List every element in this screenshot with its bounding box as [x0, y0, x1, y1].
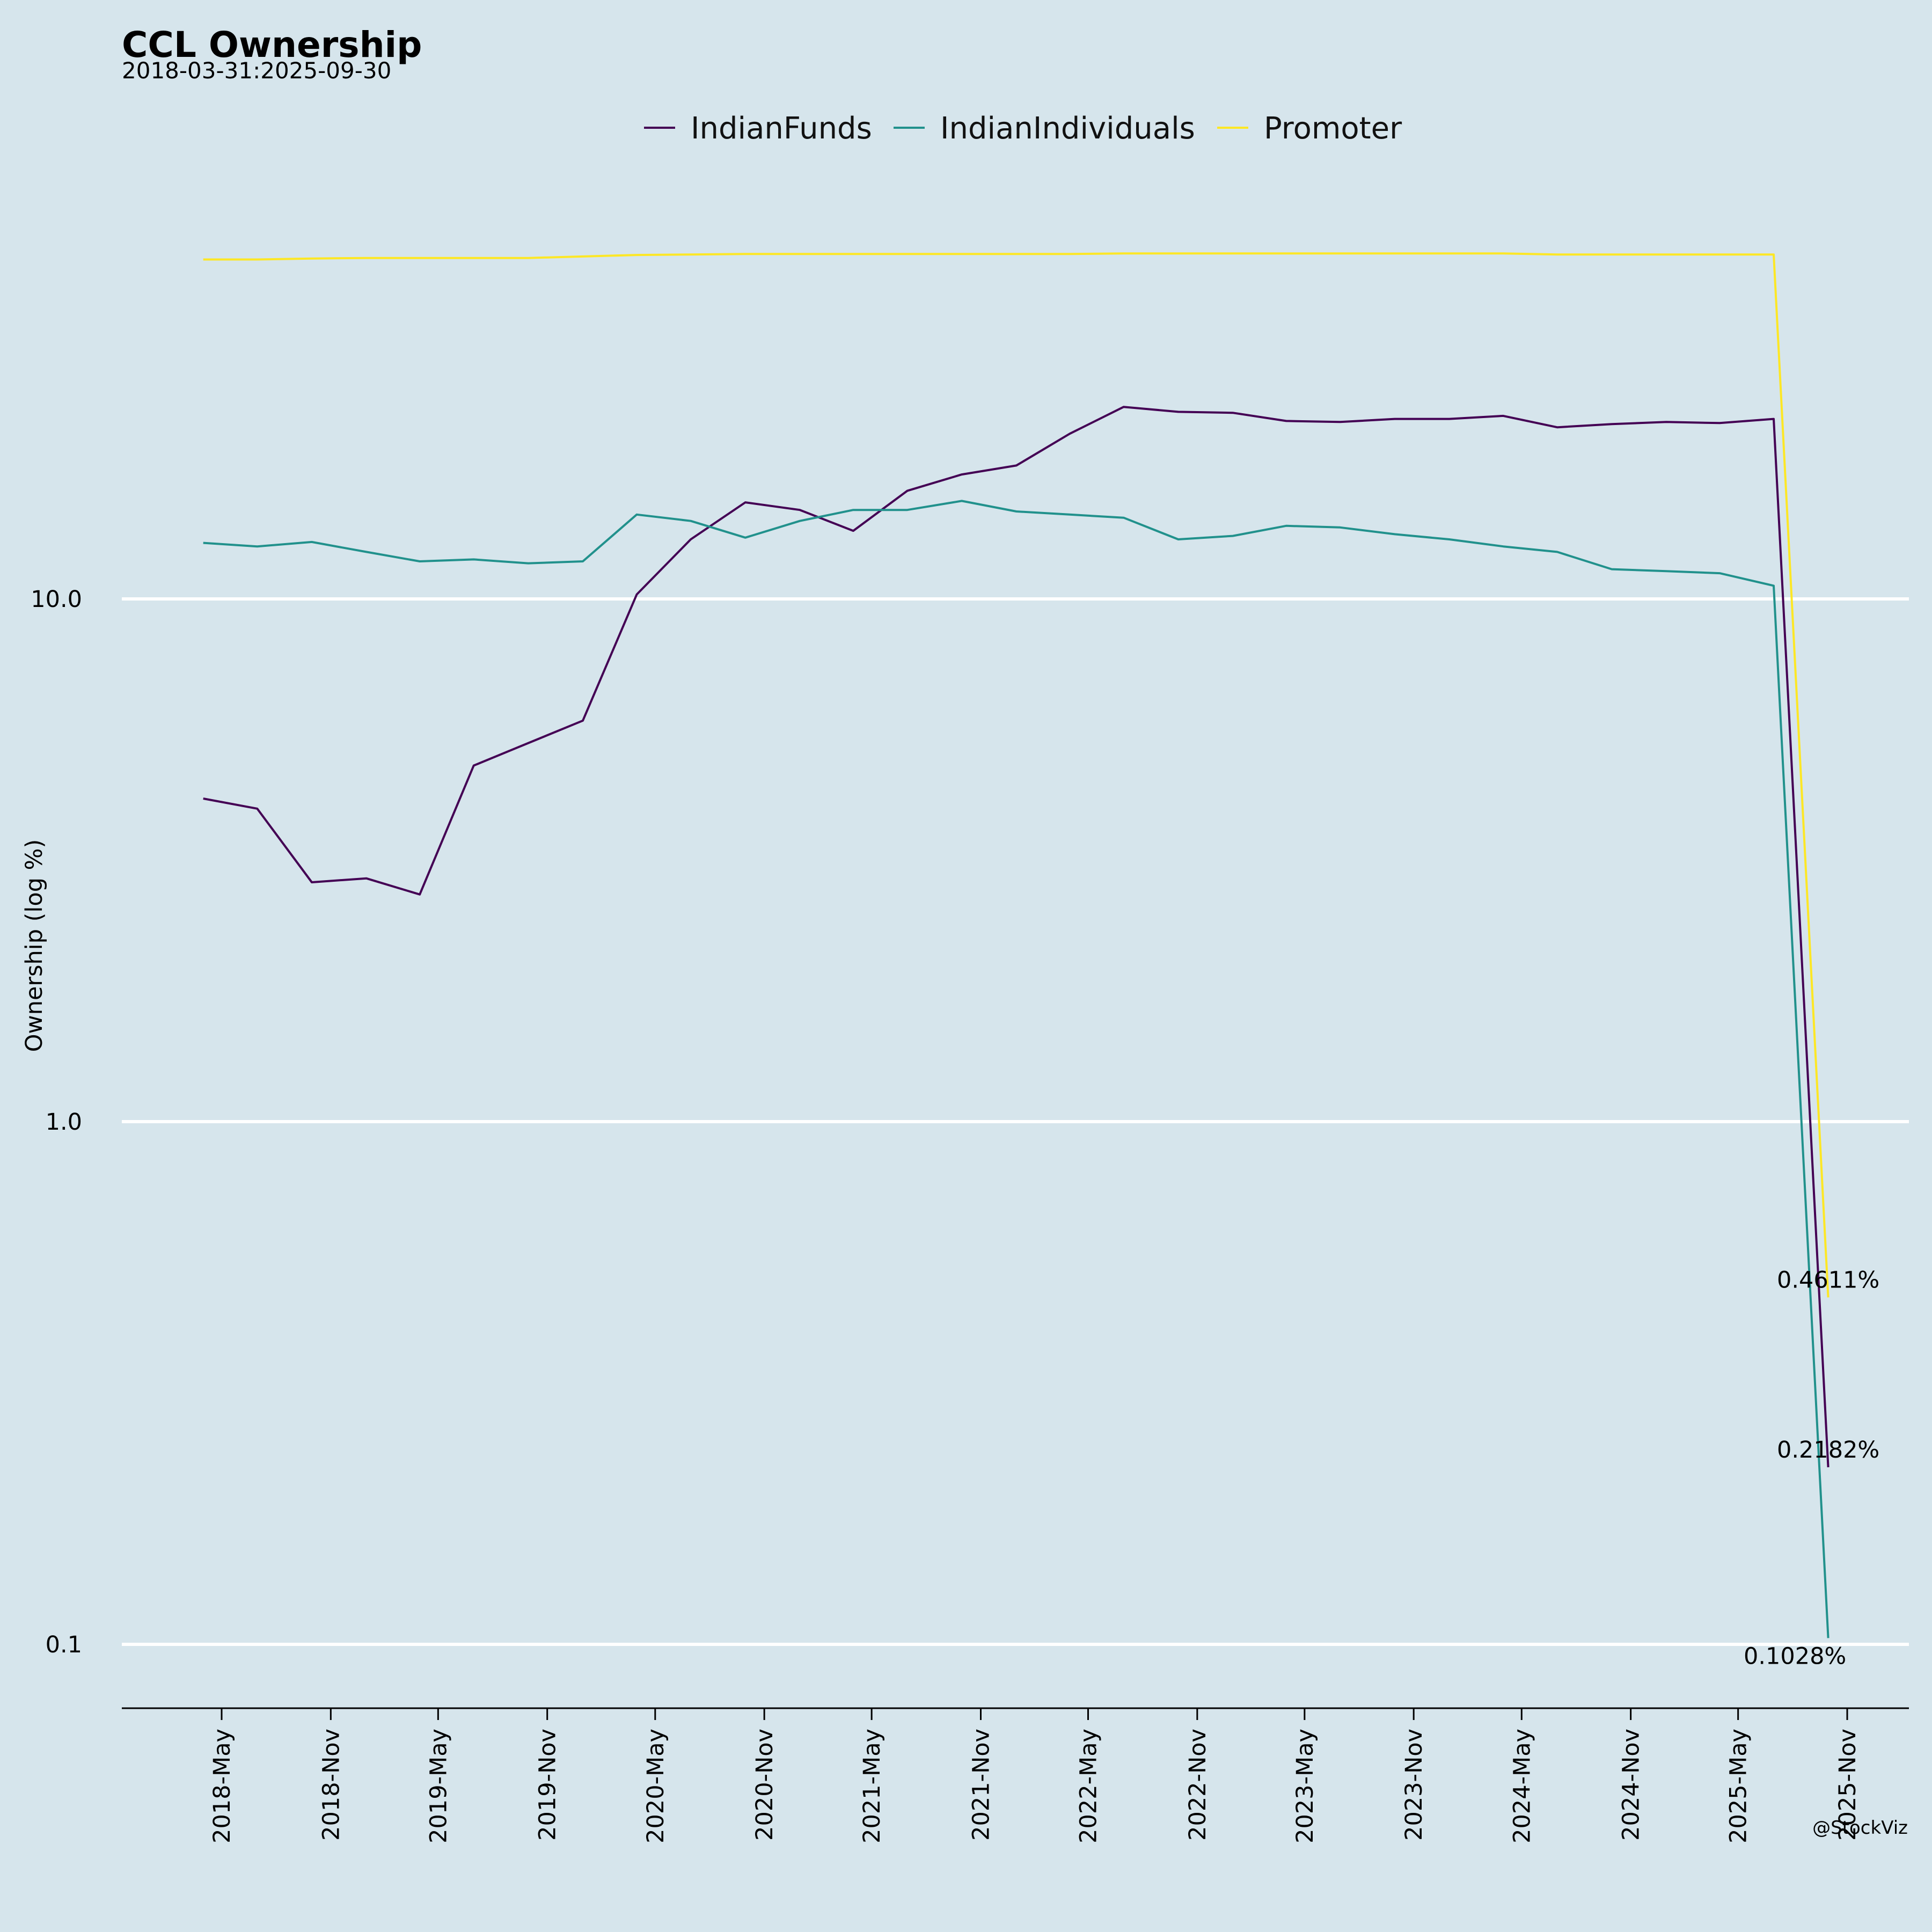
series-lines: [203, 252, 1829, 1638]
legend-label: IndianIndividuals: [940, 111, 1195, 146]
y-tick-label: 10.0: [31, 586, 82, 613]
legend-label: Promoter: [1264, 111, 1402, 146]
end-labels: 0.2182% 0.1028% 0.4611%: [1744, 1267, 1879, 1670]
y-axis-title: Ownership (log %): [21, 839, 48, 1052]
gridlines: [122, 597, 1909, 1646]
x-tick-label: 2022-Nov: [1184, 1729, 1211, 1841]
y-axis: 0.1 1.0 10.0: [31, 586, 82, 1658]
x-tick-label: 2025-Nov: [1834, 1729, 1861, 1841]
x-tick-label: 2020-May: [642, 1729, 669, 1843]
x-tick-label: 2021-May: [859, 1729, 885, 1843]
y-tick-label: 1.0: [46, 1109, 82, 1136]
legend-label: IndianFunds: [691, 111, 872, 146]
series-line-indianindividuals: [203, 500, 1829, 1638]
x-tick-label: 2024-May: [1509, 1729, 1535, 1843]
chart-title: CCL Ownership: [122, 24, 422, 65]
x-tick-label: 2018-Nov: [318, 1729, 345, 1841]
x-tick-label: 2021-Nov: [968, 1729, 994, 1841]
legend: IndianFunds IndianIndividuals Promoter: [644, 111, 1402, 146]
chart-subtitle: 2018-03-31:2025-09-30: [122, 57, 391, 84]
end-label-indianfunds: 0.2182%: [1777, 1437, 1879, 1463]
x-tick-label: 2020-Nov: [751, 1729, 778, 1841]
x-tick-label: 2025-May: [1725, 1729, 1752, 1843]
y-tick-label: 0.1: [46, 1631, 82, 1658]
end-label-promoter: 0.4611%: [1777, 1267, 1879, 1293]
x-tick-label: 2019-Nov: [535, 1729, 561, 1841]
x-tick-label: 2022-May: [1075, 1729, 1102, 1843]
x-tick-label: 2023-Nov: [1401, 1729, 1428, 1841]
x-axis: 2018-May 2018-Nov 2019-May 2019-Nov 2020-May…: [122, 1707, 1909, 1843]
x-tick-label: 2019-May: [425, 1729, 452, 1843]
series-line-promoter: [203, 252, 1829, 1298]
x-tick-label: 2018-May: [209, 1729, 236, 1843]
series-line-indianfunds: [203, 406, 1829, 1468]
x-tick-label: 2023-May: [1292, 1729, 1319, 1843]
credit-text: @StockViz: [1812, 1817, 1908, 1839]
x-tick-label: 2024-Nov: [1618, 1729, 1645, 1841]
end-label-indianindividuals: 0.1028%: [1744, 1643, 1846, 1670]
